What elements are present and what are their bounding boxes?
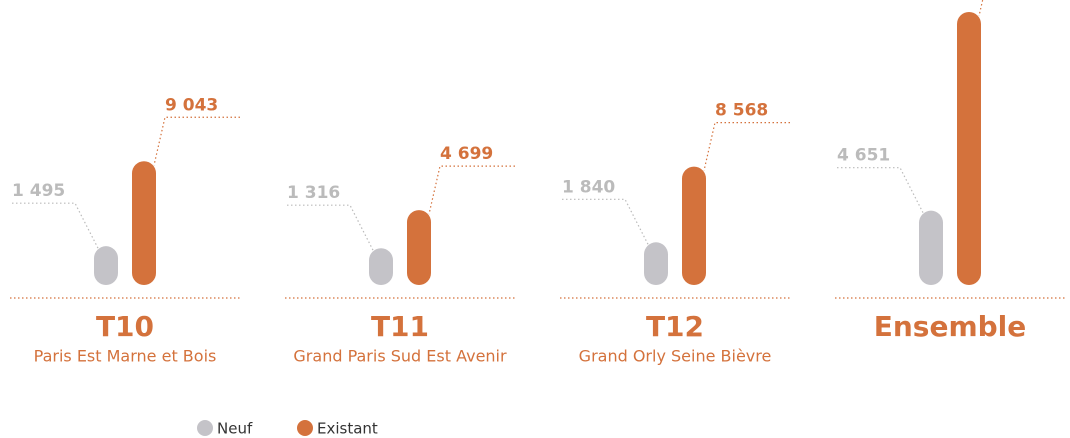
leader-line [287, 204, 374, 251]
bar [407, 210, 431, 285]
leader-line [428, 165, 515, 215]
category-label: T11 [371, 310, 429, 343]
category-label: T10 [96, 310, 154, 343]
bar [94, 246, 118, 285]
bar [957, 12, 981, 285]
bar [132, 161, 156, 285]
value-label: 9 043 [165, 95, 218, 115]
value-label: 1 316 [287, 183, 340, 203]
bar [919, 210, 943, 285]
bar [369, 248, 393, 285]
value-label: 1 840 [562, 177, 615, 197]
leader-line [978, 0, 984, 17]
legend-swatch [297, 420, 313, 436]
leader-line [703, 122, 790, 171]
legend-swatch [197, 420, 213, 436]
category-subtitle: Grand Orly Seine Bièvre [579, 347, 772, 366]
leader-line [837, 167, 924, 213]
legend-label: Neuf [217, 420, 253, 438]
category-label: Ensemble [874, 310, 1027, 343]
legend-label: Existant [317, 420, 378, 438]
leader-line [12, 202, 99, 249]
value-label: 1 495 [12, 181, 65, 201]
bar [644, 242, 668, 285]
leader-line [562, 198, 649, 245]
category-label: T12 [646, 310, 704, 343]
bar [682, 166, 706, 285]
value-label: 4 699 [440, 144, 493, 164]
value-label: 4 651 [837, 146, 890, 166]
leader-line [153, 116, 240, 166]
category-subtitle: Paris Est Marne et Bois [34, 347, 217, 366]
value-label: 8 568 [715, 101, 768, 121]
category-subtitle: Grand Paris Sud Est Avenir [293, 347, 507, 366]
